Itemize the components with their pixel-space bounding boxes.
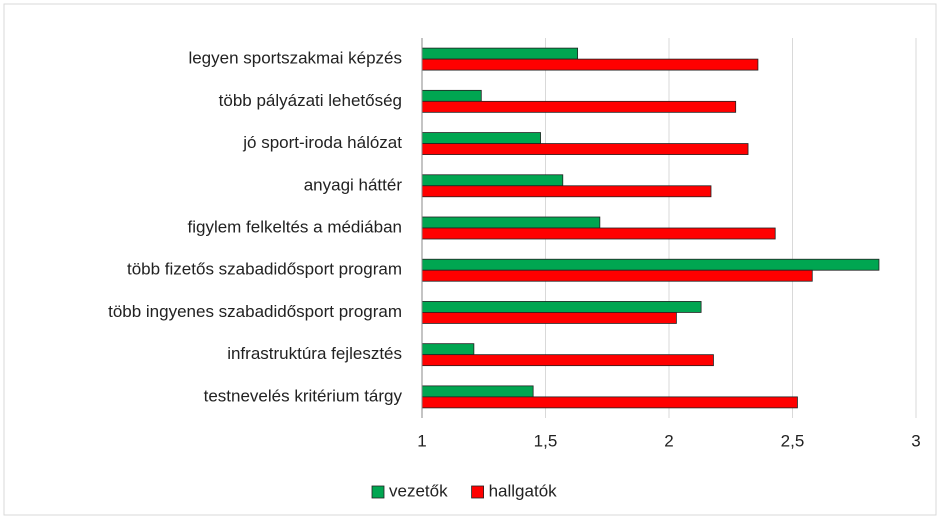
y-tick-label: testnevelés kritérium tárgy [204,386,403,405]
legend-label: hallgatók [489,481,558,500]
bar [421,100,737,113]
y-tick-label: jó sport-iroda hálózat [242,133,402,152]
bar [421,385,534,398]
y-tick-label: infrastruktúra fejlesztés [227,344,402,363]
bar [421,301,702,313]
bar [421,269,813,282]
y-tick-label: több ingyenes szabadidősport program [108,302,402,321]
bar [421,174,564,187]
bar [421,216,601,229]
bar [421,58,759,71]
bar [421,354,714,367]
x-tick-label: 1,5 [534,431,558,450]
y-tick-label: több pályázati lehetőség [219,91,402,110]
legend-swatch [471,485,484,499]
bar [421,227,776,240]
y-tick-label: anyagi háttér [304,175,403,194]
bar [421,343,475,356]
legend-swatch [371,485,385,499]
bar [421,258,880,271]
x-tick-label: 2,5 [781,431,805,450]
bar [421,47,579,60]
bar [421,132,541,144]
x-tick-label: 2 [664,431,673,450]
x-tick-label: 3 [911,431,920,450]
y-tick-label: legyen sportszakmai képzés [188,49,402,68]
bar [421,143,749,155]
y-tick-label: több fizetős szabadidősport program [127,260,402,279]
bar [421,312,677,324]
bar [421,89,482,102]
bar [421,185,712,198]
x-tick-label: 1 [417,431,426,450]
y-tick-label: figylem felkeltés a médiában [187,217,402,236]
bar [421,396,798,409]
legend-label: vezetők [389,481,448,500]
